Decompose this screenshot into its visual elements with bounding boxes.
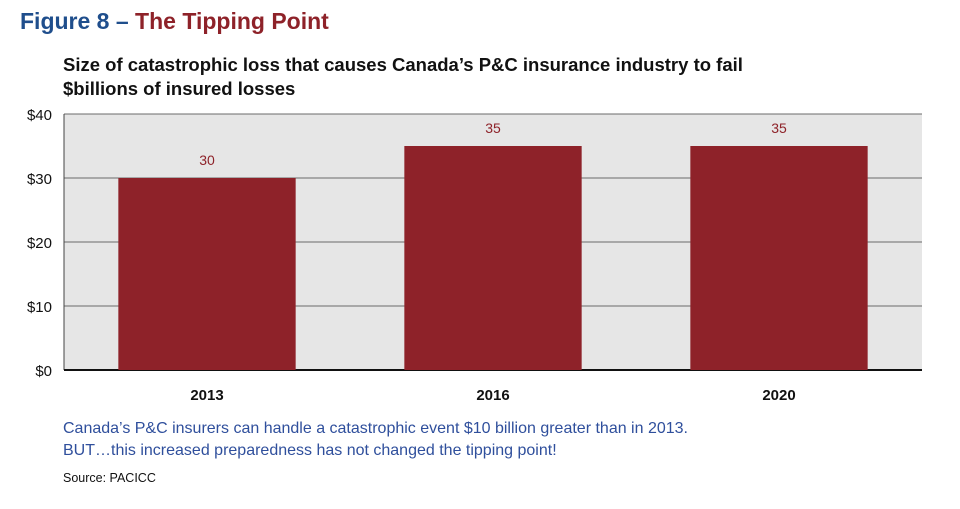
y-tick-label: $40 bbox=[27, 107, 52, 124]
note-line-2: BUT…this increased preparedness has not … bbox=[63, 442, 557, 459]
bar bbox=[118, 178, 296, 370]
chart-title-line: Size of catastrophic loss that causes Ca… bbox=[63, 54, 743, 75]
source-text: Source: PACICC bbox=[63, 471, 156, 485]
chart-note: Canada’s P&C insurers can handle a catas… bbox=[63, 418, 688, 462]
figure-title: Figure 8 – The Tipping Point bbox=[20, 8, 329, 35]
bar bbox=[404, 146, 582, 370]
figure-number: Figure 8 – bbox=[20, 8, 129, 34]
x-tick-label: 2020 bbox=[762, 387, 795, 404]
figure-name: The Tipping Point bbox=[135, 8, 329, 34]
y-tick-label: $30 bbox=[27, 171, 52, 188]
bar-chart: $0 $10 $20 $30 $40 30 2013 35 2016 35 2020 bbox=[27, 107, 922, 404]
y-tick-label: $20 bbox=[27, 235, 52, 252]
data-label: 35 bbox=[771, 120, 787, 136]
note-line-1: Canada’s P&C insurers can handle a catas… bbox=[63, 420, 688, 437]
y-tick-label: $0 bbox=[35, 363, 52, 380]
x-tick-label: 2013 bbox=[190, 387, 223, 404]
y-tick-label: $10 bbox=[27, 299, 52, 316]
chart-units-line: $billions of insured losses bbox=[63, 78, 296, 99]
x-tick-label: 2016 bbox=[476, 387, 509, 404]
data-label: 35 bbox=[485, 120, 501, 136]
bar bbox=[690, 146, 868, 370]
chart-subtitle: Size of catastrophic loss that causes Ca… bbox=[63, 53, 743, 101]
data-label: 30 bbox=[199, 152, 215, 168]
